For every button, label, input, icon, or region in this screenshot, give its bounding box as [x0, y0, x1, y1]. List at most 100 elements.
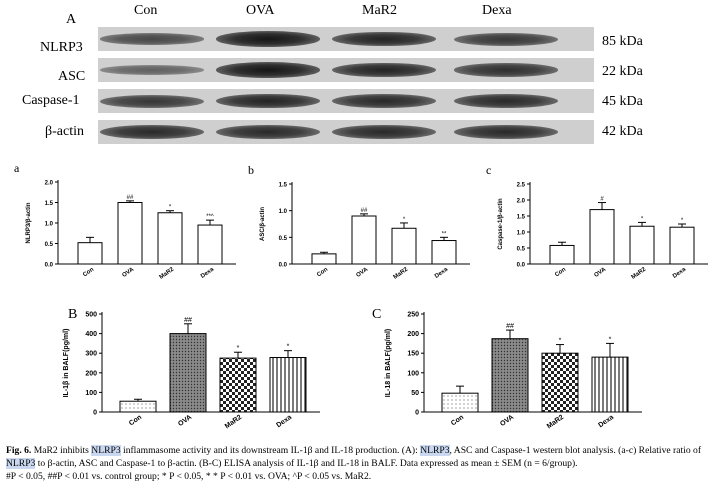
category-label: OVA — [355, 266, 369, 278]
significance-mark: * — [237, 345, 240, 352]
y-axis-label: NLRP3/β-actin — [26, 202, 32, 243]
blot-band — [332, 62, 436, 78]
bar-mar2 — [391, 227, 417, 265]
caption-highlight-1[interactable]: NLRP3 — [91, 445, 121, 456]
lane-label-dexa: Dexa — [482, 3, 512, 18]
y-tick-label: 0.5 — [279, 236, 288, 242]
blot-row-label-nlrp3: NLRP3 — [40, 40, 83, 55]
significance-mark: * — [287, 344, 290, 351]
category-label: MaR2 — [546, 414, 565, 431]
category-label: MaR2 — [224, 414, 243, 431]
y-tick-label: 100 — [85, 390, 97, 397]
category-label: Con — [554, 267, 567, 279]
blot-band — [332, 125, 436, 139]
blot-band — [454, 94, 558, 108]
y-tick-label: 1.5 — [517, 215, 526, 221]
y-axis-label: IL-1β in BALF(pg/ml) — [63, 329, 70, 398]
y-tick-label: 200 — [85, 370, 97, 377]
panel-label-A: A — [66, 12, 77, 27]
bar-mar2 — [219, 357, 257, 413]
chart-C: C 0 50 100 150 200 250 IL-18 in BALF(pg/ml) Con #… — [372, 307, 642, 431]
y-tick-label: 0 — [93, 410, 97, 417]
blot-band — [216, 62, 320, 78]
bar-ova — [589, 209, 615, 265]
y-axis-label: IL-18 in BALF(pg/ml) — [385, 329, 392, 397]
category-label: Dexa — [597, 414, 615, 429]
blot-band — [332, 31, 436, 47]
blot-row-label-asc: ASC — [58, 69, 86, 84]
caption-highlight-2[interactable]: NLRP3 — [420, 445, 450, 456]
significance-mark: * — [641, 216, 644, 222]
chart-B: B 0 100 200 300 400 500 IL-1β in BALF(pg/ml) Con… — [63, 307, 320, 431]
y-tick-label: 1.0 — [279, 209, 288, 215]
kda-label-bactin: 42 kDa — [602, 124, 643, 139]
figure-caption: Fig. 6. MaR2 inhibits NLRP3 inflammasome… — [6, 444, 718, 483]
panel-letter: b — [248, 163, 254, 177]
y-tick-label: 400 — [85, 331, 97, 338]
bar-mar2 — [157, 212, 183, 265]
kda-label-nlrp3: 85 kDa — [602, 34, 643, 49]
caption-text-1: MaR2 inhibits — [31, 445, 92, 456]
y-tick-label: 0.5 — [45, 242, 54, 248]
significance-mark: ** — [442, 231, 447, 237]
blot-band — [100, 65, 204, 75]
blot-band — [100, 125, 204, 139]
y-tick-label: 250 — [407, 312, 419, 319]
significance-mark: ## — [506, 323, 514, 330]
y-tick-label: 0.5 — [517, 247, 526, 253]
lane-label-con: Con — [134, 3, 158, 18]
panel-letter: a — [14, 161, 20, 175]
bar-con — [77, 242, 103, 265]
bar-mar2 — [629, 225, 655, 265]
significance-mark: ## — [361, 208, 368, 214]
category-label: Con — [450, 414, 465, 428]
panel-letter: B — [68, 307, 77, 322]
y-tick-label: 50 — [411, 390, 419, 397]
blot-band — [100, 33, 204, 45]
bar-con — [311, 253, 337, 265]
blot-band — [216, 125, 320, 139]
bar-con — [441, 392, 479, 413]
y-tick-label: 500 — [85, 312, 97, 319]
category-label: Con — [82, 267, 95, 279]
y-axis-label: Caspase-1/β-actin — [498, 198, 504, 250]
bar-dexa — [431, 240, 457, 265]
bar-dexa — [197, 224, 223, 265]
y-tick-label: 0 — [415, 410, 419, 417]
blot-band — [216, 31, 320, 47]
caption-text-3: , ASC and Caspase-1 western blot analysi… — [449, 445, 702, 456]
category-label: MaR2 — [393, 266, 410, 280]
y-tick-label: 100 — [407, 370, 419, 377]
y-tick-label: 0.0 — [517, 263, 526, 269]
category-label: OVA — [121, 266, 135, 278]
lane-label-mar2: MaR2 — [362, 3, 397, 18]
category-label: Con — [128, 414, 143, 428]
significance-mark: **^ — [206, 214, 214, 220]
y-tick-label: 0.0 — [279, 263, 288, 269]
y-tick-label: 2.0 — [517, 199, 526, 205]
blot-band — [100, 94, 204, 108]
y-tick-label: 2.0 — [45, 181, 54, 187]
category-label: OVA — [499, 414, 515, 428]
y-axis-label: ASC/β-actin — [260, 207, 266, 241]
caption-highlight-3[interactable]: NLRP3 — [6, 458, 36, 469]
y-tick-label: 1.0 — [517, 231, 526, 237]
y-tick-label: 200 — [407, 331, 419, 338]
chart-b: b 0.0 0.5 1.0 1.5 ASC/β-actin Con ## OVA * MaR2 ** D… — [248, 163, 470, 280]
blot-band — [332, 94, 436, 108]
y-tick-label: 2.5 — [517, 183, 526, 189]
y-tick-label: 1.0 — [45, 222, 54, 228]
bar-ova — [169, 333, 207, 413]
lane-label-ova: OVA — [246, 3, 275, 18]
blot-band — [216, 93, 320, 109]
significance-mark: # — [600, 197, 604, 203]
category-label: Con — [316, 267, 329, 279]
chart-c: c 0.0 0.5 1.0 1.5 2.0 2.5 Caspase-1/β-actin Con #… — [486, 163, 708, 280]
significance-mark: * — [609, 336, 612, 343]
bar-dexa — [669, 226, 695, 265]
bar-ova — [351, 215, 377, 265]
y-tick-label: 0.0 — [45, 263, 54, 269]
y-tick-label: 1.5 — [279, 183, 288, 189]
y-tick-label: 1.5 — [45, 201, 54, 207]
bar-con — [119, 400, 157, 413]
